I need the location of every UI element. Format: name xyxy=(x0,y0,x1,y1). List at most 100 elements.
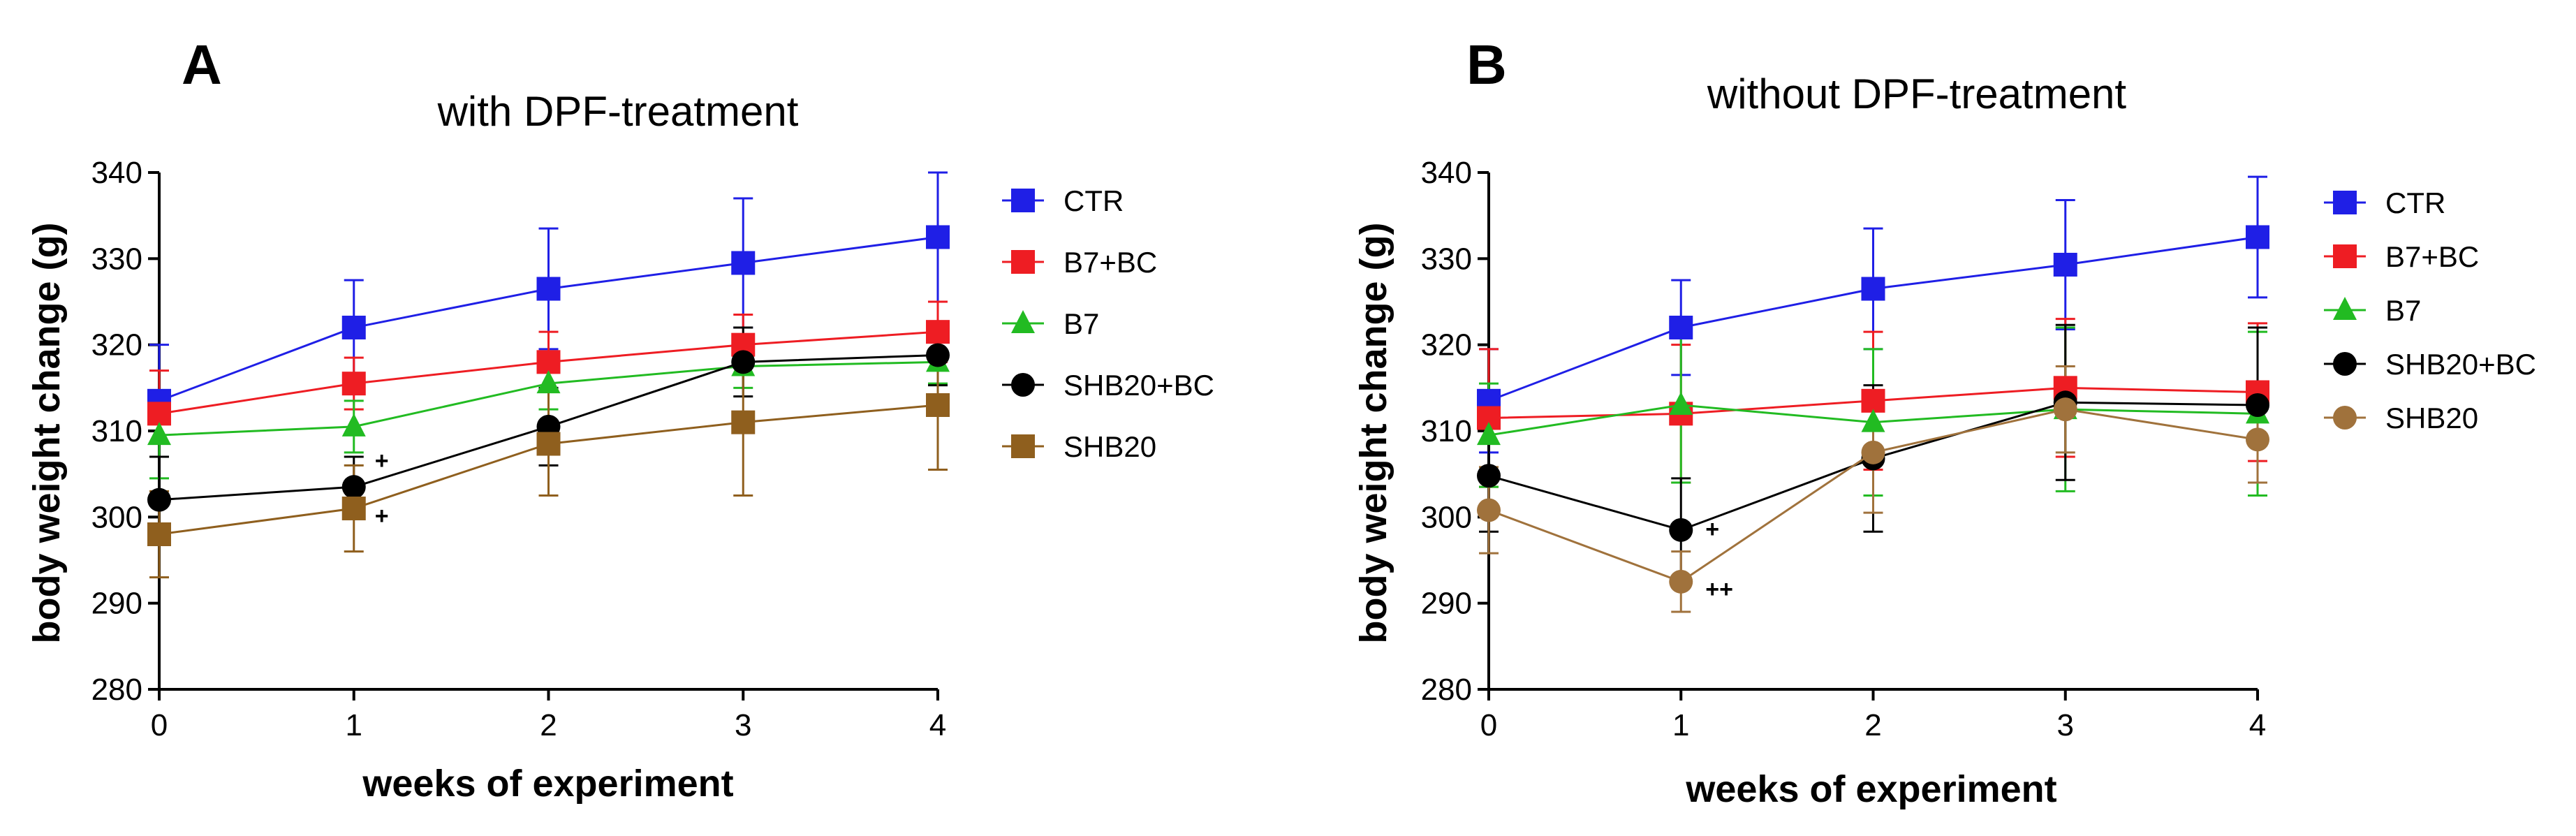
legend-item: B7 xyxy=(2324,294,2421,327)
data-point xyxy=(1861,409,1885,432)
legend-marker xyxy=(1011,250,1035,274)
data-point xyxy=(1861,277,1885,301)
panel-a-x-tick-label: 4 xyxy=(929,708,946,742)
panel-a-legend: CTR B7+BC B7 SHB20+BC SHB20 xyxy=(1002,184,1214,463)
panel-b-y-tick-label: 280 xyxy=(1421,673,1472,707)
data-point xyxy=(147,422,171,446)
panel-b-annotation: ++ xyxy=(1705,576,1733,603)
data-point xyxy=(2246,427,2269,452)
panel-b-title: without DPF-treatment xyxy=(1707,71,2127,117)
legend-item: SHB20 xyxy=(1002,430,1156,463)
legend-label: B7+BC xyxy=(2385,240,2479,273)
data-point xyxy=(536,432,561,456)
data-point xyxy=(926,343,950,367)
legend-marker xyxy=(1011,434,1035,458)
legend-item: B7 xyxy=(1002,307,1099,340)
data-point xyxy=(926,225,950,249)
panel-b-x-tick-label: 1 xyxy=(1672,708,1689,742)
legend-marker xyxy=(2333,406,2357,430)
panel-b-x-tick-label: 4 xyxy=(2249,708,2266,742)
legend-item: CTR xyxy=(1002,184,1124,217)
panel-b-xlabel: weeks of experiment xyxy=(1685,768,2056,810)
data-point xyxy=(926,393,950,417)
legend-marker xyxy=(2333,352,2357,376)
panel-a-y-tick-label: 320 xyxy=(91,328,142,362)
panel-a-ylabel: body weight change (g) xyxy=(26,223,68,644)
legend-item: SHB20+BC xyxy=(2324,348,2536,381)
data-point xyxy=(731,251,756,275)
panel-a-annotation: + xyxy=(375,448,389,474)
data-point xyxy=(1861,388,1885,413)
data-point xyxy=(2053,397,2077,422)
panel-b-series-0 xyxy=(1477,225,2269,413)
data-point xyxy=(1669,316,1693,339)
panel-a-x-tick-label: 1 xyxy=(346,708,362,742)
legend-marker xyxy=(2333,244,2357,268)
legend-label: CTR xyxy=(1063,184,1124,217)
data-point xyxy=(341,413,366,437)
panel-a: A with DPF-treatment weeks of experiment… xyxy=(26,34,1214,805)
legend-marker xyxy=(1011,373,1035,397)
legend-label: SHB20 xyxy=(2385,402,2478,434)
data-point xyxy=(341,497,366,520)
data-point xyxy=(536,277,561,301)
data-point xyxy=(341,372,366,396)
panel-a-y-tick-label: 330 xyxy=(91,242,142,276)
legend-marker xyxy=(1011,310,1035,333)
data-point xyxy=(2053,252,2077,277)
data-point xyxy=(1861,440,1885,464)
data-point xyxy=(1669,569,1693,594)
panel-a-x-tick-label: 2 xyxy=(540,708,557,742)
legend-label: B7 xyxy=(1063,307,1099,340)
panel-a-title: with DPF-treatment xyxy=(437,88,799,135)
panel-a-xlabel: weeks of experiment xyxy=(362,763,733,805)
panel-b-x-tick-label: 2 xyxy=(1864,708,1881,742)
panel-a-y-tick-label: 310 xyxy=(91,414,142,448)
legend-item: B7+BC xyxy=(1002,246,1157,279)
panel-b-legend: CTR B7+BC B7 SHB20+BC SHB20 xyxy=(2324,186,2536,434)
panel-a-x-tick-label: 3 xyxy=(735,708,751,742)
panel-a-y-tick-label: 280 xyxy=(91,673,142,707)
legend-item: CTR xyxy=(2324,186,2445,219)
panel-b-series-4 xyxy=(1477,397,2269,594)
data-point xyxy=(1477,464,1501,488)
legend-label: B7 xyxy=(2385,294,2421,327)
legend-label: B7+BC xyxy=(1063,246,1157,279)
legend-label: SHB20 xyxy=(1063,430,1156,463)
data-point xyxy=(1477,498,1501,522)
legend-label: SHB20+BC xyxy=(2385,348,2536,381)
data-point xyxy=(341,475,366,499)
data-point xyxy=(731,410,756,434)
panel-a-y-tick-label: 300 xyxy=(91,500,142,534)
data-point xyxy=(1477,422,1501,446)
legend-marker xyxy=(2333,191,2357,214)
panel-b-y-tick-label: 320 xyxy=(1421,328,1472,362)
panel-b-y-tick-label: 330 xyxy=(1421,242,1472,276)
panel-b-letter: B xyxy=(1466,34,1507,96)
data-point xyxy=(536,370,561,394)
legend-label: SHB20+BC xyxy=(1063,369,1214,402)
legend-item: SHB20+BC xyxy=(1002,369,1214,402)
panel-b-y-tick-label: 310 xyxy=(1421,414,1472,448)
data-point xyxy=(1669,518,1693,542)
legend-label: CTR xyxy=(2385,186,2445,219)
panel-a-x-tick-label: 0 xyxy=(151,708,168,742)
panel-a-annotation: + xyxy=(375,503,389,529)
data-point xyxy=(2246,225,2269,249)
data-point xyxy=(147,522,171,546)
panel-b-y-tick-label: 290 xyxy=(1421,587,1472,621)
data-point xyxy=(2246,393,2269,417)
panel-a-series-4 xyxy=(147,393,950,546)
panel-b: B without DPF-treatment weeks of experim… xyxy=(1353,34,2536,810)
data-point xyxy=(341,316,366,339)
panel-b-x-tick-label: 0 xyxy=(1480,708,1497,742)
panel-a-letter: A xyxy=(182,34,222,96)
legend-marker xyxy=(2333,297,2357,320)
panel-b-y-tick-label: 300 xyxy=(1421,500,1472,534)
panel-b-annotation: + xyxy=(1705,516,1719,543)
panel-b-y-tick-label: 340 xyxy=(1421,156,1472,190)
data-point xyxy=(1669,392,1693,415)
data-point xyxy=(926,320,950,344)
data-point xyxy=(147,402,171,426)
